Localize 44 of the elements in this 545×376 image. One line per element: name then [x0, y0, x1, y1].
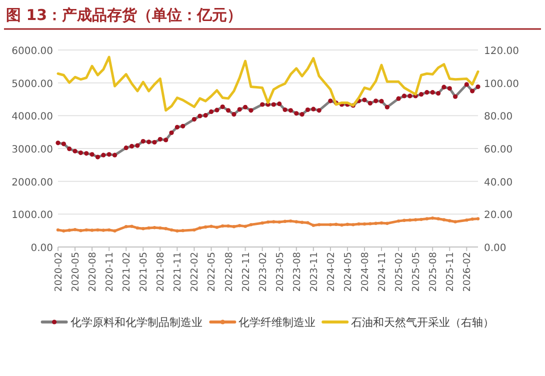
x-tick-label: 2022-08	[224, 252, 235, 292]
y2-tick-label: 120.00	[484, 46, 519, 57]
x-tick-label: 2021-11	[172, 252, 184, 292]
x-tick-label: 2024-02	[326, 252, 337, 292]
x-tick-label: 2025-11	[445, 252, 456, 292]
y-tick-label: 4000.00	[12, 112, 53, 123]
x-tick-label: 2024-08	[360, 252, 371, 292]
x-tick-label: 2022-11	[240, 252, 252, 292]
y2-tick-label: 20.00	[484, 210, 513, 222]
y-tick-label: 3000.00	[12, 144, 53, 156]
x-tick-label: 2020-11	[104, 252, 116, 292]
y2-tick-label: 0.00	[484, 243, 506, 254]
legend-label: 化学纤维制造业	[238, 316, 316, 329]
x-tick-label: 2022-05	[206, 252, 218, 292]
x-tick-label: 2020-08	[88, 252, 99, 292]
x-tick-label: 2025-08	[428, 252, 440, 292]
x-tick-label: 2020-02	[54, 252, 64, 292]
legend-label: 化学原料和化学制品制造业	[70, 316, 202, 329]
x-tick-label: 2025-05	[411, 252, 422, 292]
legend-label: 石油和天然气开采业（右轴）	[351, 316, 494, 329]
x-tick-label: 2020-05	[70, 252, 82, 292]
x-tick-label: 2021-02	[122, 252, 133, 292]
x-tick-label: 2023-02	[258, 252, 269, 292]
y2-tick-label: 100.00	[484, 78, 519, 90]
y-tick-label: 6000.00	[12, 46, 53, 57]
x-tick-label: 2021-05	[138, 252, 150, 292]
x-tick-label: 2023-05	[274, 252, 286, 292]
line-series	[56, 56, 480, 112]
x-tick-label: 2023-11	[308, 252, 320, 292]
chart-title: 图 13：产成品存货（单位：亿元）	[6, 6, 242, 24]
y-tick-label: 0.00	[30, 243, 53, 254]
x-tick-label: 2024-11	[377, 252, 388, 292]
y2-tick-label: 80.00	[484, 112, 513, 123]
y-tick-label: 5000.00	[12, 78, 53, 90]
x-tick-label: 2026-02	[462, 252, 474, 292]
x-tick-label: 2021-08	[156, 252, 167, 292]
x-tick-label: 2025-02	[394, 252, 406, 292]
y2-tick-label: 60.00	[484, 144, 513, 156]
y-tick-label: 2000.00	[12, 177, 53, 188]
x-tick-label: 2022-02	[190, 252, 201, 292]
x-tick-label: 2024-05	[342, 252, 354, 292]
x-tick-label: 2023-08	[292, 252, 303, 292]
y2-tick-label: 40.00	[484, 177, 513, 188]
y-tick-label: 1000.00	[12, 210, 53, 222]
